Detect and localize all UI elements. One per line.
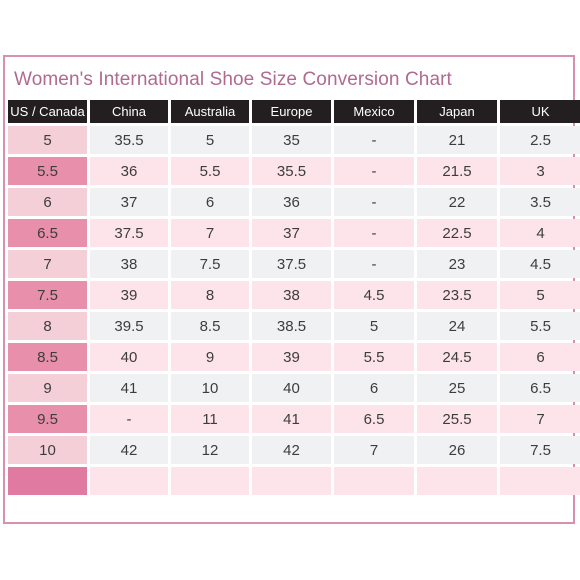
table-cell <box>500 467 580 495</box>
table-cell: 4.5 <box>500 250 580 278</box>
us-size-cell: 7.5 <box>8 281 87 309</box>
table-cell: 12 <box>171 436 249 464</box>
chart-frame: Women's International Shoe Size Conversi… <box>3 55 580 524</box>
table-cell: 37 <box>90 188 168 216</box>
us-size-cell: 8.5 <box>8 343 87 371</box>
us-size-cell <box>8 467 87 495</box>
table-cell: 24.5 <box>417 343 497 371</box>
table-cell: 38.5 <box>252 312 331 340</box>
table-cell: 37 <box>252 219 331 247</box>
table-cell: 6 <box>500 343 580 371</box>
table-cell <box>90 467 168 495</box>
table-cell: 5.5 <box>334 343 414 371</box>
table-cell: 7 <box>334 436 414 464</box>
us-size-cell: 8 <box>8 312 87 340</box>
chart-title: Women's International Shoe Size Conversi… <box>14 69 452 90</box>
table-cell: 36 <box>90 157 168 185</box>
table-cell: - <box>334 188 414 216</box>
table-cell: 7.5 <box>171 250 249 278</box>
table-cell: 4.5 <box>334 281 414 309</box>
table-cell <box>252 467 331 495</box>
table-cell: 3.5 <box>500 188 580 216</box>
table-cell: - <box>334 219 414 247</box>
table-cell: 21 <box>417 126 497 154</box>
table-cell: 38 <box>90 250 168 278</box>
table-cell: 6 <box>171 188 249 216</box>
table-cell: 9 <box>171 343 249 371</box>
table-cell: 8.5 <box>171 312 249 340</box>
us-size-cell: 6 <box>8 188 87 216</box>
table-cell: 23 <box>417 250 497 278</box>
table-cell: - <box>334 126 414 154</box>
table-cell: 36 <box>252 188 331 216</box>
column-header: Japan <box>417 100 497 123</box>
table-cell: 11 <box>171 405 249 433</box>
table-cell: 40 <box>252 374 331 402</box>
column-header: Australia <box>171 100 249 123</box>
table-cell: 22 <box>417 188 497 216</box>
table-cell: 5.5 <box>500 312 580 340</box>
table-cell <box>334 467 414 495</box>
table-cell: 39.5 <box>90 312 168 340</box>
table-cell: 42 <box>252 436 331 464</box>
table-cell: 38 <box>252 281 331 309</box>
table-cell: 2.5 <box>500 126 580 154</box>
table-cell <box>171 467 249 495</box>
table-cell: 7 <box>171 219 249 247</box>
table-cell <box>417 467 497 495</box>
table-cell: 5 <box>500 281 580 309</box>
table-cell: - <box>90 405 168 433</box>
table-cell: 39 <box>252 343 331 371</box>
us-size-cell: 6.5 <box>8 219 87 247</box>
table-cell: 25 <box>417 374 497 402</box>
table-cell: 39 <box>90 281 168 309</box>
column-header: China <box>90 100 168 123</box>
table-cell: 5.5 <box>171 157 249 185</box>
table-cell: 6 <box>334 374 414 402</box>
table-cell: 41 <box>252 405 331 433</box>
table-cell: 35.5 <box>90 126 168 154</box>
table-cell: - <box>334 250 414 278</box>
table-cell: 7 <box>500 405 580 433</box>
table-cell: 23.5 <box>417 281 497 309</box>
table-cell: 3 <box>500 157 580 185</box>
table-cell: 6.5 <box>334 405 414 433</box>
table-cell: 6.5 <box>500 374 580 402</box>
column-header: UK <box>500 100 580 123</box>
column-header: Mexico <box>334 100 414 123</box>
table-cell: 25.5 <box>417 405 497 433</box>
column-header: Europe <box>252 100 331 123</box>
us-size-cell: 10 <box>8 436 87 464</box>
table-cell: 7.5 <box>500 436 580 464</box>
table-cell: 37.5 <box>90 219 168 247</box>
us-size-cell: 9.5 <box>8 405 87 433</box>
table-cell: 5 <box>171 126 249 154</box>
table-cell: 35.5 <box>252 157 331 185</box>
table-cell: 10 <box>171 374 249 402</box>
table-cell: 22.5 <box>417 219 497 247</box>
us-size-cell: 9 <box>8 374 87 402</box>
size-conversion-table: US / Canada China Australia Europe Mexico Jap… <box>8 100 580 495</box>
table-cell: 5 <box>334 312 414 340</box>
us-size-cell: 5.5 <box>8 157 87 185</box>
us-size-cell: 5 <box>8 126 87 154</box>
table-cell: 42 <box>90 436 168 464</box>
us-size-cell: 7 <box>8 250 87 278</box>
column-header: US / Canada <box>8 100 87 123</box>
table-cell: 35 <box>252 126 331 154</box>
table-cell: 26 <box>417 436 497 464</box>
table-cell: - <box>334 157 414 185</box>
table-cell: 4 <box>500 219 580 247</box>
table-cell: 21.5 <box>417 157 497 185</box>
table-cell: 24 <box>417 312 497 340</box>
table-cell: 37.5 <box>252 250 331 278</box>
table-cell: 8 <box>171 281 249 309</box>
table-cell: 41 <box>90 374 168 402</box>
table-cell: 40 <box>90 343 168 371</box>
